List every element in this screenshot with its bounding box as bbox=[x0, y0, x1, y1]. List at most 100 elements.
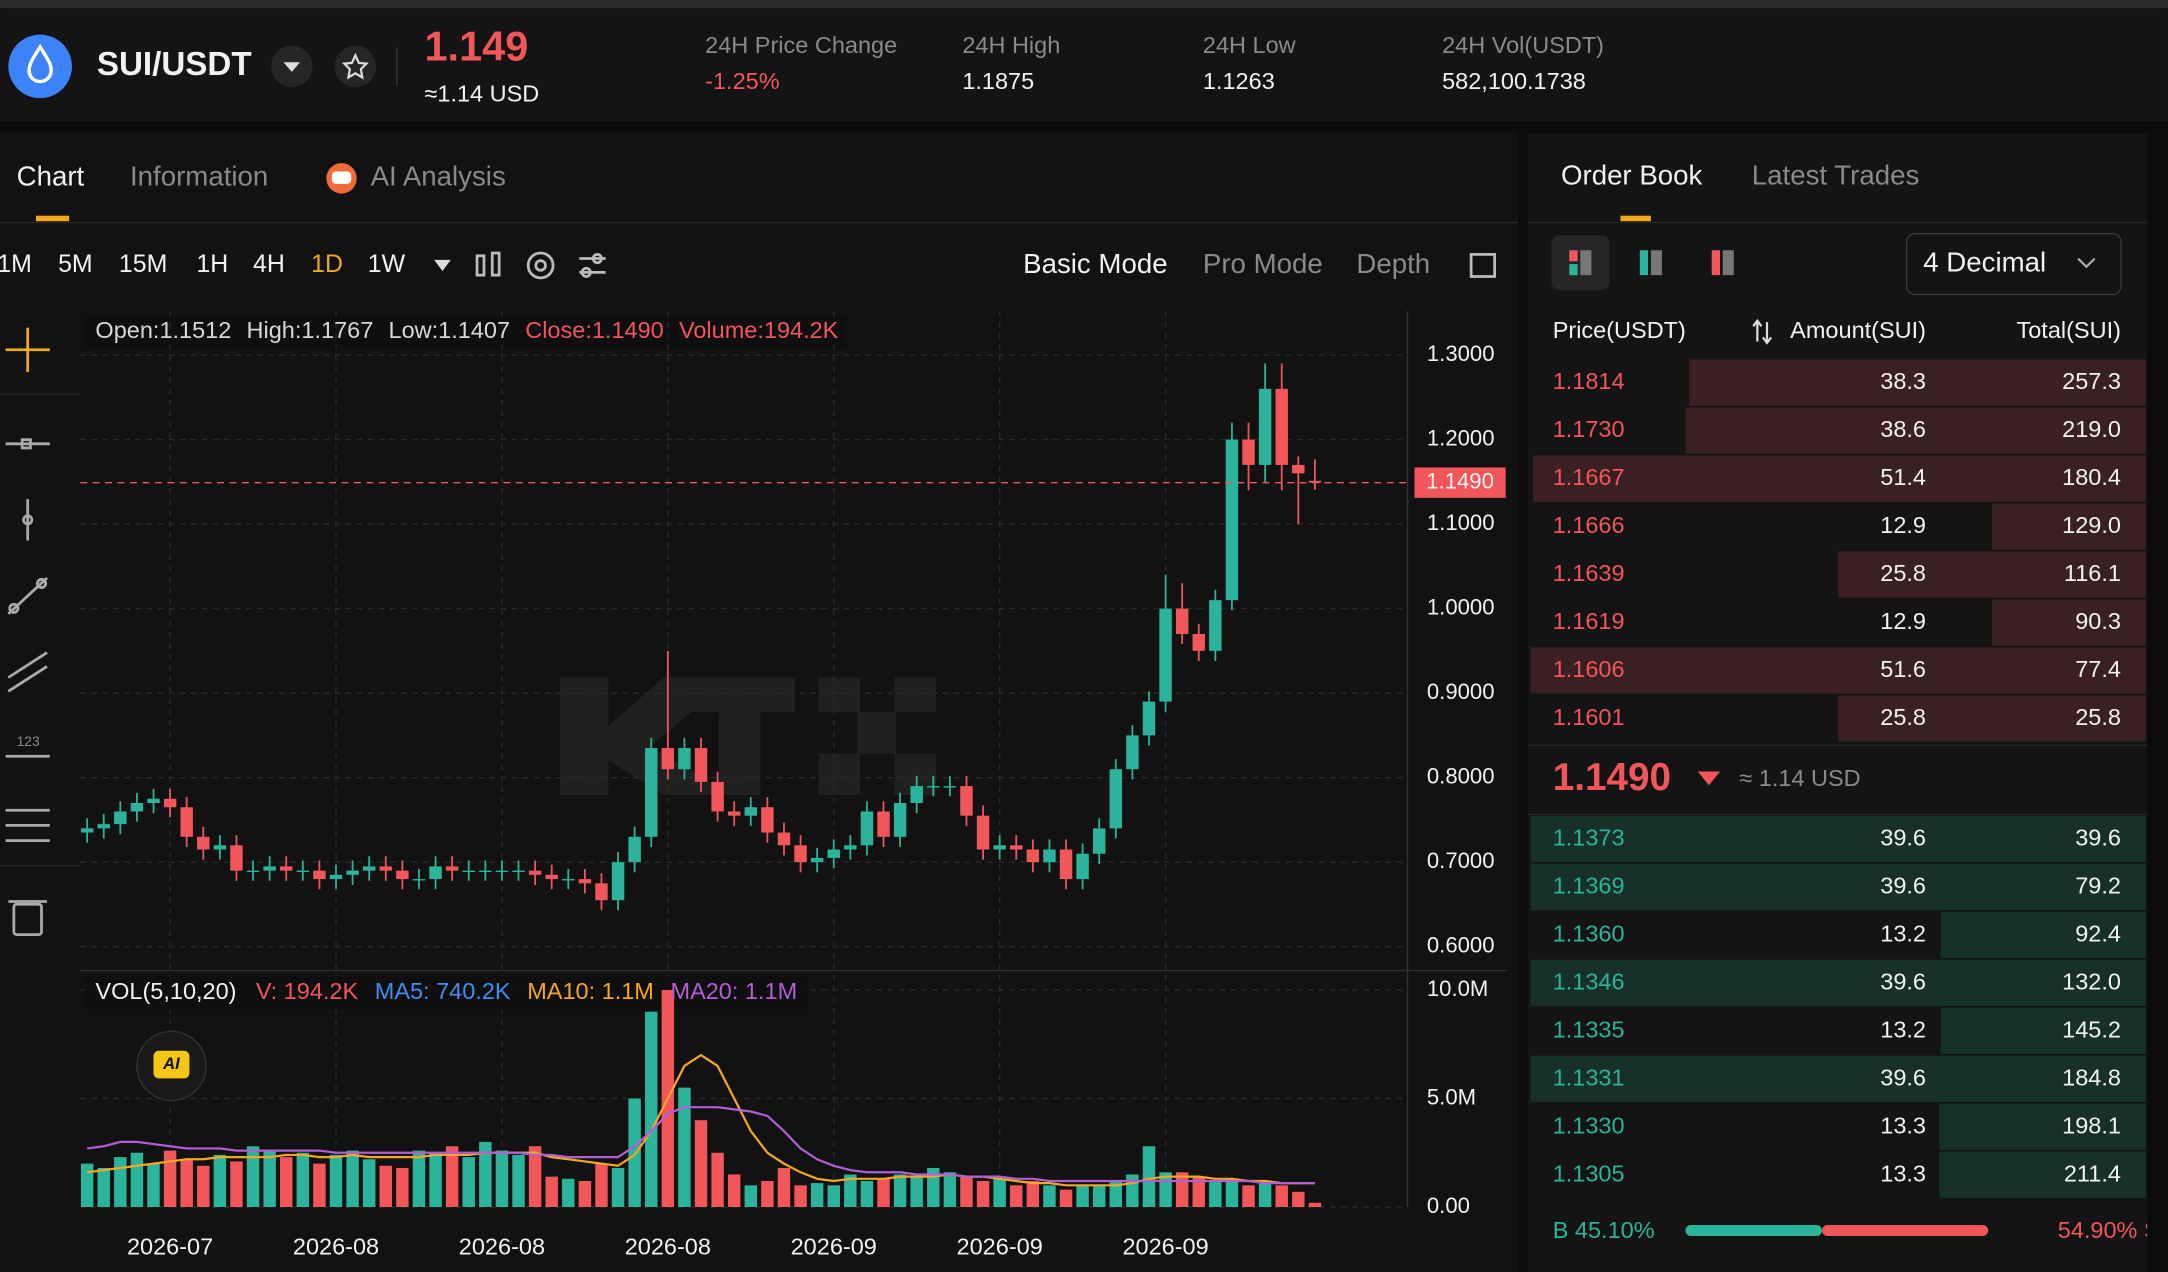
candle-body bbox=[1109, 769, 1123, 829]
price: 1.1639 bbox=[1553, 560, 1625, 586]
candle-body bbox=[993, 845, 1006, 850]
candle-body bbox=[1275, 388, 1288, 465]
volume-bar bbox=[844, 1174, 857, 1208]
total: 79.2 bbox=[2075, 872, 2121, 898]
sort-icon[interactable] bbox=[1752, 318, 1773, 345]
candle-body bbox=[479, 870, 492, 873]
volume-bar bbox=[1076, 1185, 1089, 1208]
interval[interactable]: 1W bbox=[368, 250, 406, 278]
volume-bar bbox=[1059, 1189, 1073, 1208]
depth-bar bbox=[1530, 959, 2146, 1006]
candle-body bbox=[1043, 849, 1056, 863]
mode[interactable]: Pro Mode bbox=[1203, 248, 1323, 279]
volume-bar bbox=[1043, 1185, 1056, 1208]
tab[interactable]: AI Analysis bbox=[371, 161, 506, 192]
x-tick-label: 2026-08 bbox=[625, 1234, 711, 1260]
candle-body bbox=[1059, 849, 1073, 880]
total: 219.0 bbox=[2062, 416, 2121, 442]
depth-bar bbox=[1530, 1055, 2146, 1102]
volume-bar bbox=[1275, 1185, 1288, 1208]
candle-body bbox=[960, 786, 973, 816]
volume-bar bbox=[246, 1146, 260, 1208]
y-tick-label: 0.7000 bbox=[1427, 848, 1495, 873]
total: 116.1 bbox=[2064, 560, 2121, 586]
interval[interactable]: 5M bbox=[58, 250, 93, 278]
volume-bar bbox=[163, 1150, 177, 1208]
tool-label: 123 bbox=[17, 733, 40, 749]
volume-bar bbox=[346, 1150, 359, 1208]
candle-body bbox=[1142, 701, 1156, 736]
depth-bar bbox=[1689, 359, 2146, 406]
column-header: Total(SUI) bbox=[2016, 317, 2120, 343]
tab-underline bbox=[1620, 215, 1651, 222]
more-intervals[interactable] bbox=[434, 259, 451, 271]
tab[interactable]: Chart bbox=[17, 161, 85, 192]
candle-body bbox=[379, 866, 393, 871]
candle-body bbox=[1192, 633, 1205, 651]
volume-bar bbox=[694, 1120, 708, 1208]
candle-body bbox=[412, 879, 426, 881]
candle-body bbox=[1258, 388, 1272, 465]
volume-bar bbox=[943, 1172, 957, 1208]
sell-ratio-bar bbox=[1821, 1224, 1989, 1237]
candle-body bbox=[528, 870, 542, 875]
mode[interactable]: Basic Mode bbox=[1023, 248, 1167, 279]
x-tick-label: 2026-09 bbox=[1122, 1234, 1208, 1260]
total: 198.1 bbox=[2062, 1112, 2121, 1138]
bids: 1.1373 39.6 39.6 1.1369 39.6 79.2 1.1360 13.2 92… bbox=[1530, 815, 2146, 1198]
candle-body bbox=[661, 748, 675, 770]
price: 1.1730 bbox=[1553, 416, 1625, 442]
vol-tick-label: 0.00 bbox=[1427, 1193, 1470, 1218]
ohlc-field: Volume:194.2K bbox=[679, 317, 839, 343]
depth-bar bbox=[1838, 551, 2146, 598]
candle-body bbox=[114, 811, 127, 825]
ob-tab[interactable]: Order Book bbox=[1561, 159, 1703, 190]
tab[interactable]: Information bbox=[130, 161, 268, 192]
vol-tick-label: 10.0M bbox=[1427, 976, 1488, 1001]
candle-body bbox=[744, 807, 758, 816]
candle-body bbox=[860, 811, 874, 846]
x-tick-label: 2026-07 bbox=[127, 1234, 213, 1260]
fullscreen-button[interactable] bbox=[1469, 253, 1497, 278]
mode[interactable]: Depth bbox=[1356, 248, 1430, 279]
interval[interactable]: 4H bbox=[253, 250, 285, 278]
volume-bar bbox=[1292, 1191, 1305, 1208]
interval[interactable]: 1M bbox=[0, 250, 32, 278]
candle-body bbox=[429, 866, 442, 880]
stat-value: 1.1875 bbox=[962, 68, 1034, 94]
decimal-select[interactable] bbox=[1905, 232, 2122, 296]
volume-bar bbox=[611, 1167, 625, 1208]
ohlc-field: Open:1.1512 bbox=[95, 317, 231, 343]
candle-body bbox=[678, 748, 691, 770]
depth-bar bbox=[1530, 815, 2146, 863]
total: 145.2 bbox=[2062, 1016, 2121, 1042]
ob-tab[interactable]: Latest Trades bbox=[1752, 159, 1919, 190]
depth-bar bbox=[1940, 1007, 2146, 1054]
volume-bar bbox=[263, 1150, 276, 1208]
favorite-button[interactable] bbox=[334, 45, 377, 88]
y-tick-label: 1.0000 bbox=[1427, 594, 1495, 619]
interval[interactable]: 15M bbox=[119, 250, 167, 278]
amount: 12.9 bbox=[1880, 512, 1926, 538]
y-tick-label: 1.2000 bbox=[1427, 425, 1495, 450]
ohlc-info-bg bbox=[85, 315, 847, 349]
x-tick-label: 2026-08 bbox=[293, 1234, 379, 1260]
price: 1.1335 bbox=[1553, 1016, 1625, 1042]
header bbox=[0, 8, 2168, 122]
price: 1.1619 bbox=[1553, 608, 1625, 634]
volume-bar bbox=[197, 1165, 210, 1208]
volume-bar bbox=[1092, 1185, 1106, 1208]
total: 180.4 bbox=[2062, 464, 2121, 490]
volume-bar bbox=[1142, 1146, 1156, 1208]
volume-bar bbox=[761, 1180, 774, 1208]
candle-body bbox=[1242, 439, 1255, 465]
interval-active[interactable]: 1D bbox=[311, 250, 343, 278]
interval[interactable]: 1H bbox=[196, 250, 228, 278]
volume-bar bbox=[1010, 1185, 1023, 1208]
amount: 12.9 bbox=[1880, 608, 1926, 634]
y-tick-label: 0.6000 bbox=[1427, 933, 1495, 958]
price: 1.1601 bbox=[1553, 704, 1625, 730]
y-tick-label: 1.3000 bbox=[1427, 341, 1495, 366]
column-header: Price(USDT) bbox=[1553, 317, 1686, 343]
x-tick-label: 2026-08 bbox=[459, 1234, 545, 1260]
